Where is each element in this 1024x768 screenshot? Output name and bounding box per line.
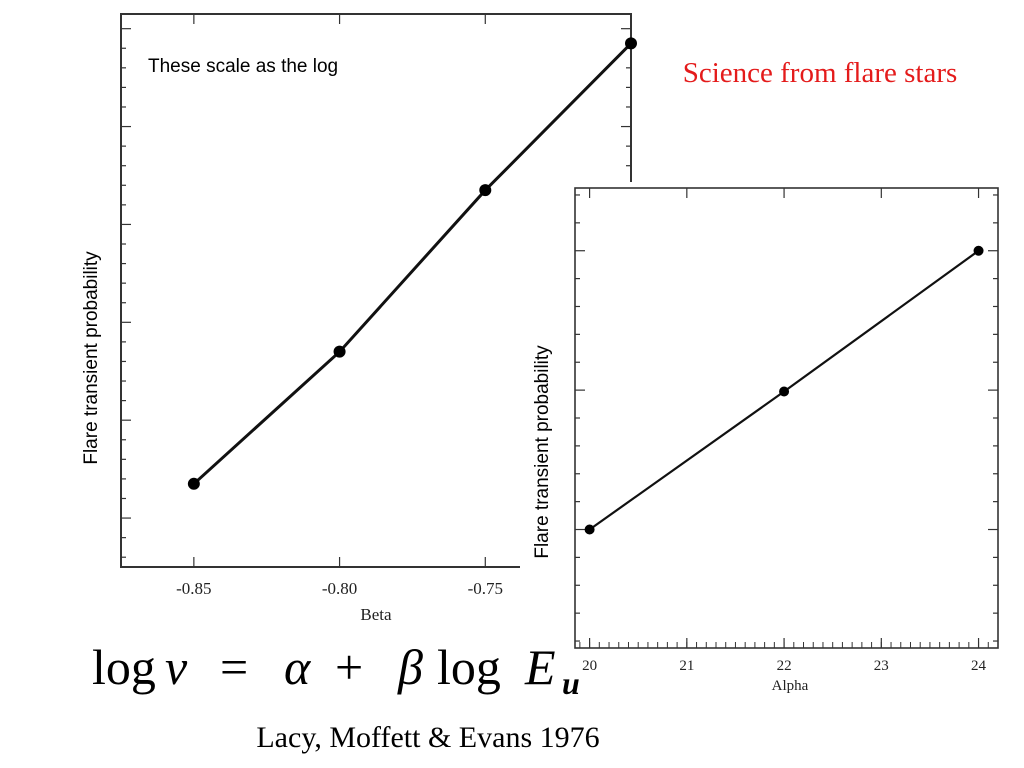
beta-x-axis-label: Beta — [360, 605, 392, 624]
equation-alpha: α — [284, 639, 312, 695]
alpha-x-tick-label: 23 — [874, 658, 889, 674]
beta-data-point — [625, 37, 637, 50]
alpha-chart: 20 21 22 23 24 Alpha Flare transient probabi… — [520, 182, 1004, 702]
equation-beta: β — [397, 639, 423, 695]
alpha-data-point — [973, 245, 984, 256]
alpha-y-axis-label: Flare transient probability — [532, 345, 553, 559]
alpha-x-axis-label: Alpha — [772, 678, 809, 694]
alpha-x-tick-label: 20 — [582, 658, 597, 674]
equation-energy: E — [524, 639, 556, 695]
beta-series-points — [187, 37, 637, 490]
beta-data-point — [479, 184, 492, 197]
beta-data-point — [333, 345, 346, 358]
alpha-chart-x-ticks — [579, 188, 999, 648]
equation-log-1: log — [92, 639, 156, 695]
equation-nu: ν — [165, 639, 188, 695]
alpha-x-tick-label: 22 — [777, 658, 792, 674]
slide-title: Science from flare stars — [683, 57, 958, 89]
alpha-chart-frame — [574, 187, 999, 649]
alpha-data-point — [779, 386, 790, 397]
annotation-text: These scale as the log — [148, 56, 338, 77]
beta-chart-x-ticks — [193, 14, 486, 567]
alpha-x-tick-label: 24 — [971, 658, 987, 674]
alpha-chart-x-tick-labels: 20 21 22 23 24 — [582, 658, 986, 674]
alpha-data-point — [584, 524, 595, 535]
beta-y-axis-label: Flare transient probability — [81, 251, 102, 465]
beta-series-line — [192, 42, 633, 485]
alpha-chart-y-major-ticks — [575, 250, 998, 531]
beta-x-tick-label: -0.80 — [322, 579, 357, 598]
beta-x-tick-label: -0.85 — [176, 579, 211, 598]
citation: Lacy, Moffett & Evans 1976 — [256, 721, 599, 754]
equation-subscript: u — [562, 665, 580, 701]
equation-plus: + — [335, 639, 363, 695]
beta-chart-x-tick-labels: -0.85 -0.80 -0.75 — [176, 579, 503, 598]
equation-equals: = — [220, 639, 248, 695]
alpha-series-points — [584, 245, 984, 535]
equation: log ν = α + β log E u — [92, 639, 580, 701]
beta-data-point — [187, 477, 200, 490]
alpha-chart-y-minor-ticks — [575, 194, 998, 642]
alpha-x-tick-label: 21 — [679, 658, 694, 674]
equation-log-2: log — [437, 639, 501, 695]
beta-x-tick-label: -0.75 — [468, 579, 503, 598]
